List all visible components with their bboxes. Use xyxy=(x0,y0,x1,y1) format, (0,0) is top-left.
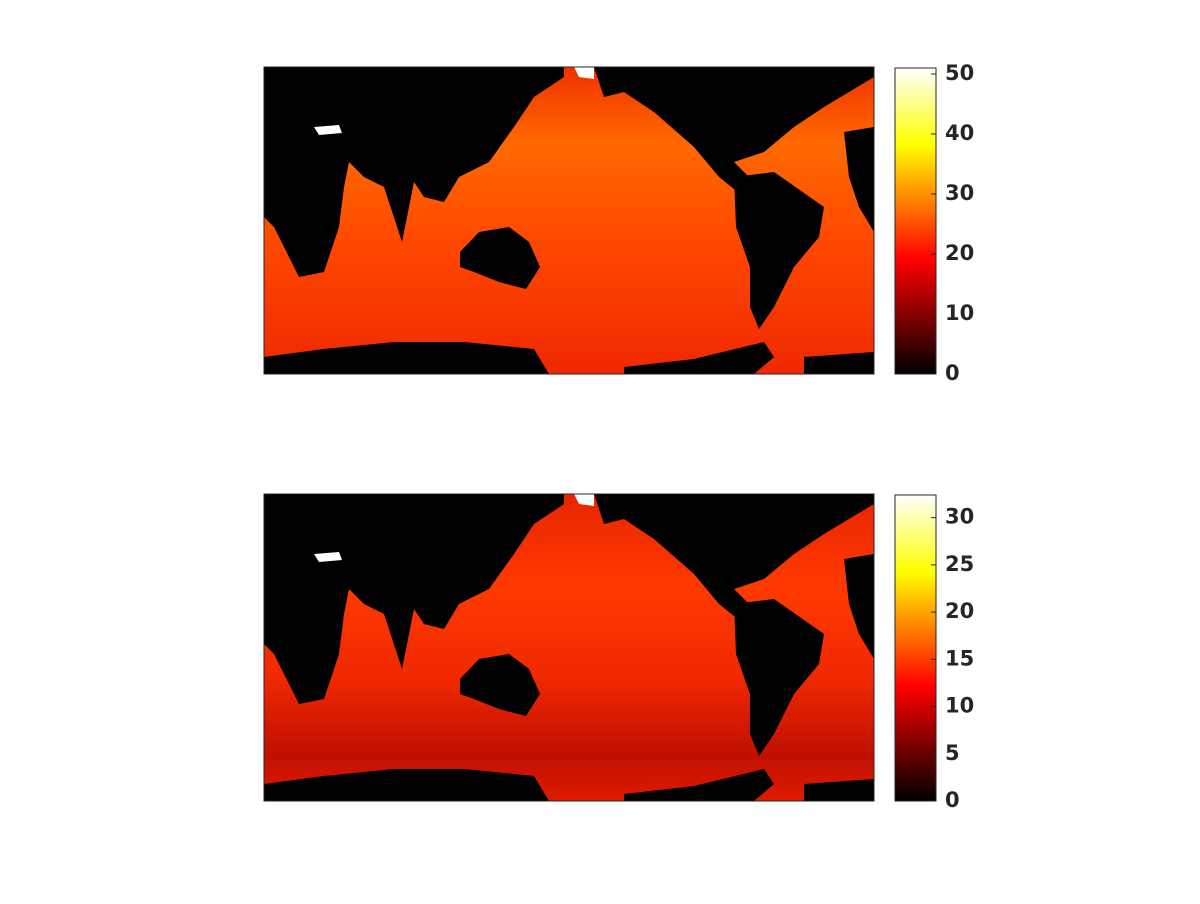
colorbar-tick-label: 0 xyxy=(945,788,960,812)
colorbar-tick-label: 5 xyxy=(945,741,960,765)
colorbar-tick-label: 30 xyxy=(945,505,974,529)
colorbar-tick-label: 10 xyxy=(945,694,974,718)
colorbar-tick-label: 10 xyxy=(945,301,974,325)
colorbar-tick-label: 30 xyxy=(945,181,974,205)
colorbar-tick-label: 40 xyxy=(945,121,974,145)
colorbar-tick-label: 20 xyxy=(945,241,974,265)
colorbar-fill xyxy=(894,494,937,802)
axes-box xyxy=(263,493,875,802)
axes-box xyxy=(263,66,875,375)
map-panel-1 xyxy=(263,66,875,375)
colorbar-tick-label: 25 xyxy=(945,552,974,576)
colorbar-fill xyxy=(894,67,937,375)
colorbar-tick-label: 20 xyxy=(945,599,974,623)
map-panel-2 xyxy=(263,493,875,802)
colorbar-tick-label: 0 xyxy=(945,361,960,385)
colorbar-tick-label: 50 xyxy=(945,61,974,85)
colorbar: 0 5 10 15 20 25 30 xyxy=(894,494,974,812)
colorbar: 0 10 20 30 40 50 xyxy=(894,61,974,385)
colorbar-tick-label: 15 xyxy=(945,646,974,670)
